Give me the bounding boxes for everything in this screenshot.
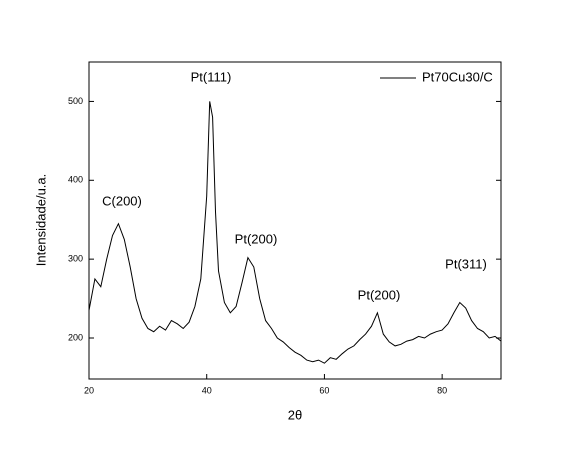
data-line xyxy=(88,101,502,364)
y-tick-label: 400 xyxy=(68,175,83,185)
y-axis-label: Intensidade/u.a. xyxy=(33,174,48,267)
y-tick-label: 300 xyxy=(68,254,83,264)
legend-label: Pt70Cu30/C xyxy=(422,69,493,84)
peak-annotation: Pt(311) xyxy=(445,256,487,271)
peak-annotation: Pt(200) xyxy=(235,231,278,246)
plot-frame xyxy=(88,61,502,380)
y-tick-label: 200 xyxy=(68,332,83,342)
x-tick-label: 80 xyxy=(437,385,447,395)
x-tick-label: 40 xyxy=(202,385,212,395)
x-tick-label: 60 xyxy=(319,385,329,395)
y-tick-label: 500 xyxy=(68,96,83,106)
peak-annotation: Pt(111) xyxy=(191,69,232,84)
x-tick-label: 20 xyxy=(84,385,94,395)
peak-annotation: Pt(200) xyxy=(358,287,401,302)
peak-annotation: C(200) xyxy=(102,193,142,208)
x-axis-label: 2θ xyxy=(288,407,302,422)
